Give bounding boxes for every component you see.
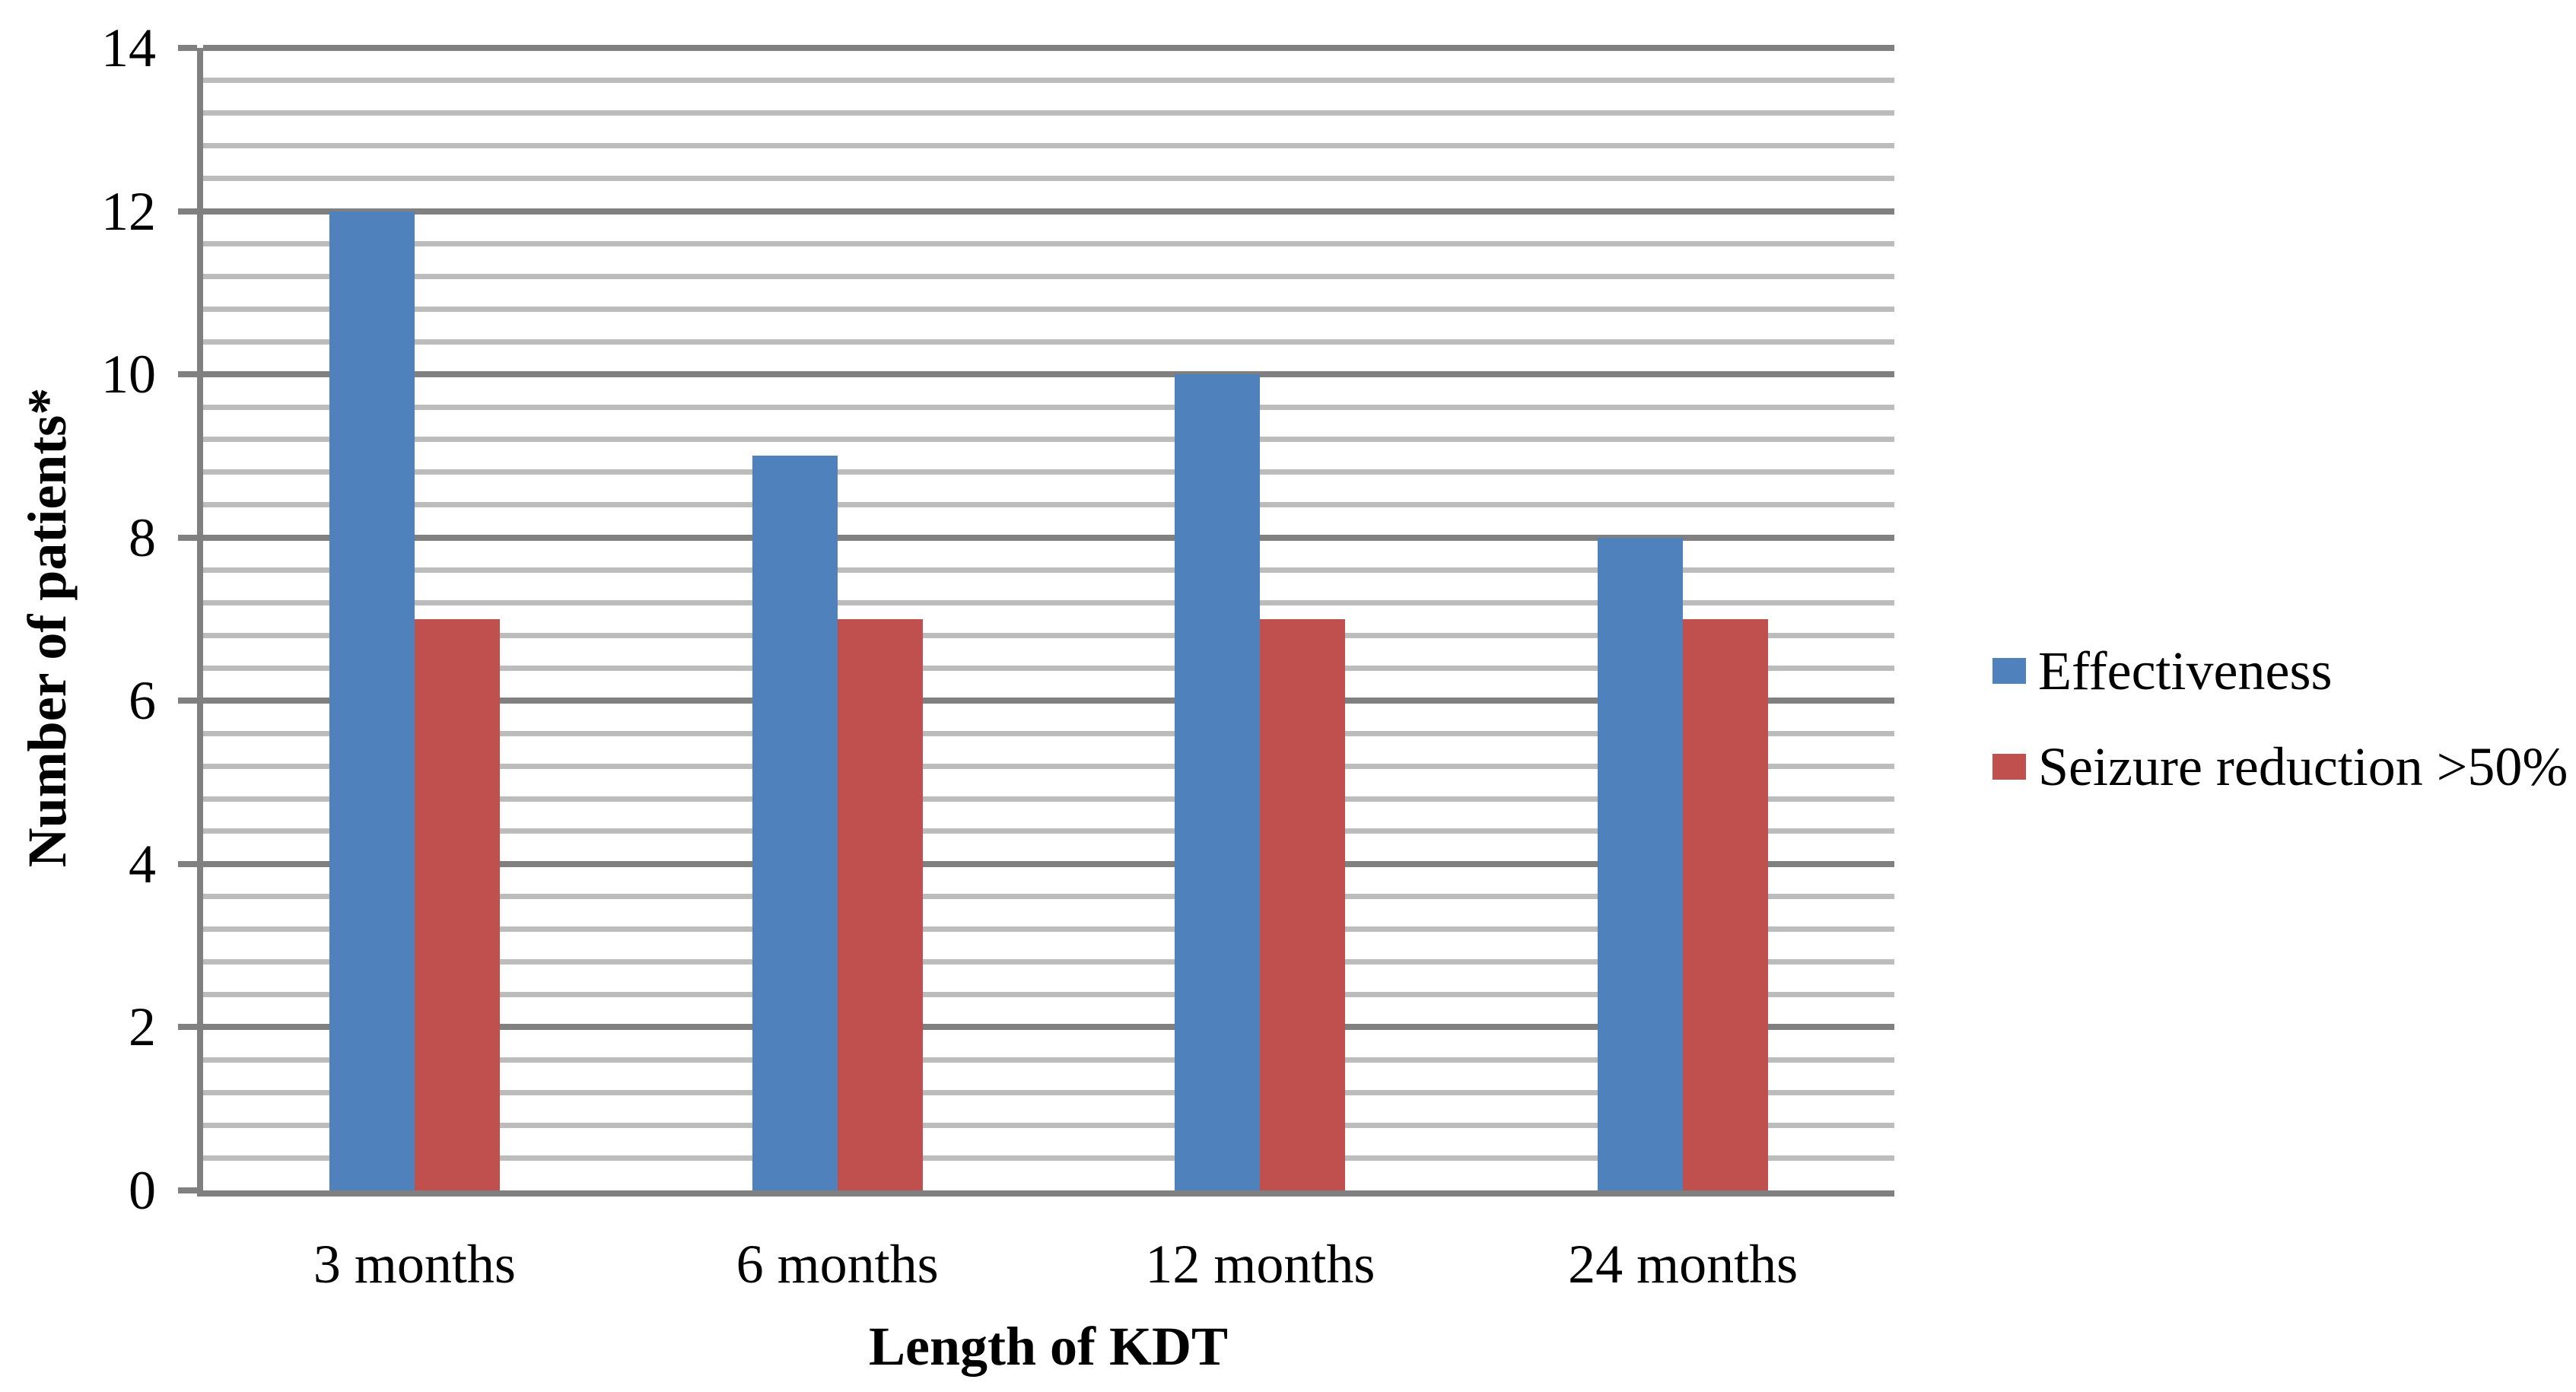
y-axis-label: 8 bbox=[129, 507, 156, 568]
x-axis-title: Length of KDT bbox=[868, 1316, 1229, 1377]
y-axis-tick bbox=[178, 698, 197, 704]
y-axis-label: 12 bbox=[101, 180, 156, 242]
y-axis-tick bbox=[178, 371, 197, 378]
y-axis-tick bbox=[178, 208, 197, 215]
legend-swatch-seizure-reduction-50 bbox=[1992, 754, 2026, 780]
gridline-minor bbox=[203, 796, 1894, 802]
gridline-minor bbox=[203, 763, 1894, 769]
gridline-minor bbox=[203, 600, 1894, 606]
y-axis-tick bbox=[178, 534, 197, 541]
gridlines-layer bbox=[203, 45, 1894, 1190]
y-axis-tick bbox=[178, 1187, 197, 1193]
bar-effectiveness-6-months bbox=[752, 456, 838, 1190]
gridline-minor bbox=[203, 240, 1894, 246]
gridline-minor bbox=[203, 959, 1894, 965]
y-axis-tick bbox=[178, 860, 197, 867]
gridline-major bbox=[203, 1024, 1894, 1031]
gridline-minor bbox=[203, 665, 1894, 671]
gridline-minor bbox=[203, 273, 1894, 279]
gridline-major bbox=[203, 208, 1894, 215]
gridline-major bbox=[203, 45, 1894, 51]
gridline-minor bbox=[203, 828, 1894, 834]
bar-effectiveness-24-months bbox=[1598, 537, 1684, 1190]
gridline-minor bbox=[203, 469, 1894, 475]
y-axis-label: 0 bbox=[129, 1160, 156, 1221]
gridline-minor bbox=[203, 338, 1894, 345]
bar-effectiveness-3-months bbox=[329, 211, 415, 1190]
bar-seizure-reduction-50-6-months bbox=[837, 619, 923, 1190]
y-axis-label: 2 bbox=[129, 996, 156, 1058]
legend-label-effectiveness: Effectiveness bbox=[2038, 640, 2333, 701]
bar-seizure-reduction-50-3-months bbox=[414, 619, 500, 1190]
gridline-minor bbox=[203, 632, 1894, 638]
gridline-minor bbox=[203, 176, 1894, 182]
gridline-minor bbox=[203, 894, 1894, 900]
gridline-minor bbox=[203, 1122, 1894, 1128]
y-axis-ticks bbox=[178, 45, 1894, 1193]
gridline-minor bbox=[203, 992, 1894, 997]
gridline-minor bbox=[203, 306, 1894, 312]
y-axis-label: 6 bbox=[129, 670, 156, 732]
bar-effectiveness-12-months bbox=[1175, 374, 1261, 1190]
bar-seizure-reduction-50-12-months bbox=[1260, 619, 1346, 1190]
y-axis-tick bbox=[178, 45, 197, 51]
gridline-major bbox=[203, 698, 1894, 704]
gridline-minor bbox=[203, 437, 1894, 443]
x-axis-label-6-months: 6 months bbox=[736, 1234, 939, 1295]
gridline-minor bbox=[203, 926, 1894, 933]
y-axis-tick bbox=[178, 1024, 197, 1031]
bar-seizure-reduction-50-24-months bbox=[1683, 619, 1769, 1190]
legend-label-seizure-reduction-50: Seizure reduction >50% bbox=[2038, 736, 2568, 797]
gridline-minor bbox=[203, 143, 1894, 149]
x-axis-label-3-months: 3 months bbox=[313, 1234, 516, 1295]
gridline-minor bbox=[203, 1057, 1894, 1063]
x-axis-label-24-months: 24 months bbox=[1568, 1234, 1798, 1295]
plot-area bbox=[178, 45, 1894, 1197]
gridline-minor bbox=[203, 730, 1894, 736]
bars-layer bbox=[203, 48, 1894, 1190]
gridline-major bbox=[203, 371, 1894, 378]
legend-swatch-effectiveness bbox=[1992, 658, 2026, 684]
gridline-minor bbox=[203, 78, 1894, 84]
gridline-minor bbox=[203, 1089, 1894, 1095]
gridline-minor bbox=[203, 404, 1894, 410]
gridline-minor bbox=[203, 567, 1894, 574]
y-axis-label: 10 bbox=[101, 344, 156, 405]
gridline-minor bbox=[203, 110, 1894, 116]
gridline-minor bbox=[203, 502, 1894, 508]
y-axis-label: 4 bbox=[129, 833, 156, 895]
x-axis-label-12-months: 12 months bbox=[1145, 1234, 1375, 1295]
gridline-major bbox=[203, 534, 1894, 541]
y-axis-label: 14 bbox=[101, 17, 156, 78]
gridline-major bbox=[203, 860, 1894, 867]
gridline-minor bbox=[203, 1155, 1894, 1161]
